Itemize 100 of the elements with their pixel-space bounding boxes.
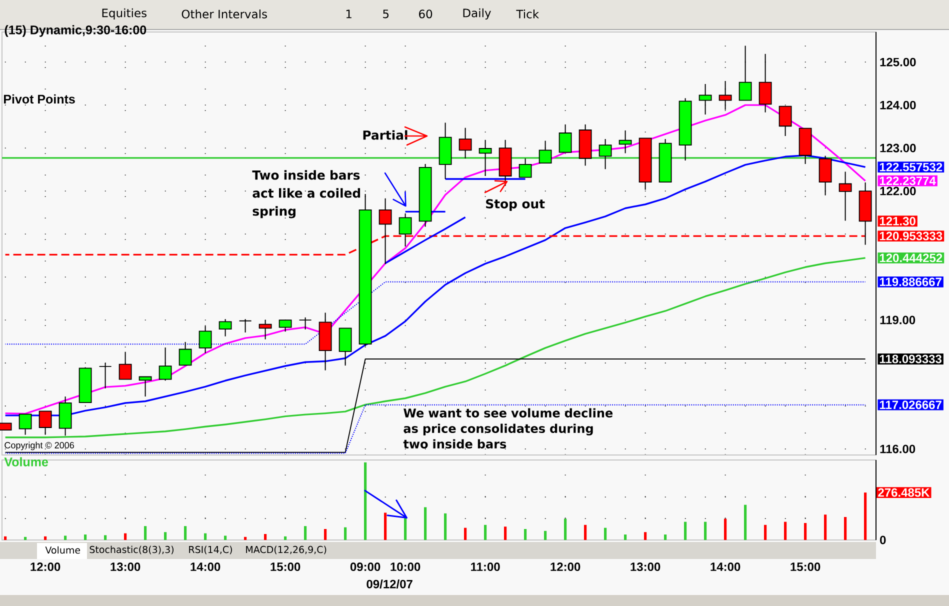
bar [664, 534, 667, 540]
text: Tick [516, 10, 540, 18]
data-label: 120.953333 [880, 232, 942, 240]
x-tick-label: 14:00 [710, 562, 740, 572]
candlestick [738, 45, 752, 101]
bar [244, 536, 247, 540]
annotation: We want to see volume decline as price consolidates during two inside bars [403, 408, 613, 448]
data-label: 120.444252 [880, 254, 942, 262]
candlestick [698, 84, 712, 116]
candlestick [458, 127, 472, 159]
candlestick [398, 212, 412, 248]
bar [384, 512, 387, 540]
candlestick [258, 320, 272, 340]
candlestick [518, 158, 532, 178]
candlestick [18, 414, 32, 436]
candlestick [278, 320, 292, 332]
bar [344, 527, 347, 540]
data-label: 122.557532 [880, 162, 942, 172]
annotation: Pivot Points [4, 94, 75, 104]
bar [304, 526, 307, 540]
bar [504, 526, 507, 540]
bar [104, 535, 107, 540]
data-label: 118.093333 [880, 354, 942, 364]
bar [284, 536, 287, 540]
text: 121.30 [880, 216, 916, 226]
x-tick-label: 15:00 [270, 562, 300, 572]
y-tick-label: 124.00 [880, 100, 916, 110]
bar [404, 518, 407, 540]
text: Stochastic(8(3),3) [90, 546, 174, 554]
candlestick [38, 410, 52, 436]
bar [64, 536, 67, 540]
bar [604, 528, 607, 540]
candlestick [158, 347, 172, 382]
text: Daily [463, 8, 491, 20]
candlestick [818, 155, 832, 196]
candlestick [218, 318, 232, 337]
bar [764, 524, 767, 540]
bar [484, 524, 487, 540]
text: Equities [102, 8, 146, 20]
data-label: 122.23774 [880, 176, 936, 186]
annotation: Stop out [486, 199, 545, 211]
x-tick-label: 15:00 [790, 562, 820, 572]
text: 09/12/07 [366, 580, 412, 588]
text: RSI(14,C) [189, 546, 232, 554]
bar [464, 528, 467, 540]
candlestick [618, 130, 632, 154]
bar [224, 536, 227, 540]
candlestick [778, 106, 792, 137]
y-tick-label: 276.485K [878, 488, 930, 497]
bar [624, 534, 627, 540]
data-label: 117.026667 [880, 400, 942, 410]
bar [424, 507, 427, 540]
candlestick [238, 318, 252, 333]
bar [744, 504, 747, 540]
candlestick [178, 341, 192, 366]
x-tick-label: 12:00 [30, 562, 60, 572]
bar [584, 524, 587, 540]
bar [544, 530, 547, 540]
bar [124, 533, 127, 540]
annotation: Two inside bars act like a coiled spring [252, 170, 360, 218]
y-tick-label: 0 [880, 536, 886, 544]
bar [324, 529, 327, 540]
annotation: Copyright © 2006 [4, 442, 74, 450]
x-tick-label: 13:00 [630, 562, 660, 572]
bar [824, 514, 827, 540]
bar [784, 522, 787, 540]
chart-title: Volume [4, 457, 48, 466]
bar [684, 522, 687, 540]
bar [564, 518, 567, 540]
candlestick [478, 139, 492, 177]
bar [364, 462, 367, 540]
y-tick-label: 125.00 [880, 58, 916, 66]
y-tick-label: 116.00 [880, 444, 916, 454]
x-tick-label: 09:00 [350, 562, 380, 572]
line-series [384, 216, 466, 264]
candlestick [558, 124, 572, 153]
y-tick-label: 123.00 [880, 144, 916, 152]
candlestick [598, 138, 612, 170]
bar [804, 523, 807, 540]
bar [844, 516, 847, 540]
y-tick-label: 122.00 [880, 186, 916, 196]
x-tick-label: 10:00 [390, 562, 420, 572]
candlestick [338, 328, 352, 366]
bar [84, 534, 87, 540]
data-label: 119.886667 [880, 278, 942, 286]
text: MACD(12,26,9,C) [246, 546, 326, 554]
candlestick [758, 53, 772, 113]
x-tick-label: 11:00 [471, 562, 500, 572]
bar [204, 533, 207, 540]
y-tick-label: 119.00 [880, 316, 916, 324]
bar [444, 513, 447, 540]
candlestick [298, 316, 312, 330]
bar [44, 536, 47, 540]
bar [704, 522, 707, 540]
text: 5 [383, 10, 389, 18]
text: 1 [346, 10, 352, 18]
bar [164, 532, 167, 540]
text: Volume [45, 546, 80, 554]
bar [724, 518, 727, 540]
bar [524, 529, 527, 540]
